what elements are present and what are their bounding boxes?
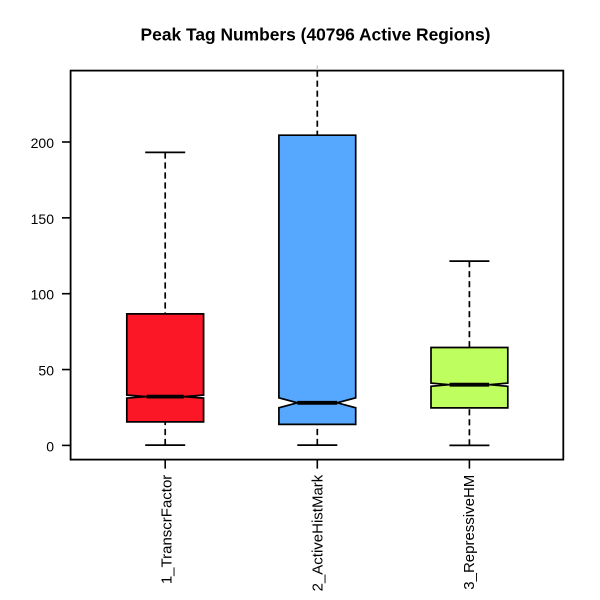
svg-text:200: 200 bbox=[31, 135, 55, 151]
svg-text:150: 150 bbox=[31, 211, 55, 227]
svg-text:2_ActiveHistMark: 2_ActiveHistMark bbox=[309, 474, 326, 591]
svg-text:Peak Tag Numbers (40796 Active: Peak Tag Numbers (40796 Active Regions) bbox=[141, 25, 491, 45]
svg-text:3_RepressiveHM: 3_RepressiveHM bbox=[461, 475, 478, 590]
svg-text:0: 0 bbox=[46, 438, 54, 454]
svg-text:1_TranscrFactor: 1_TranscrFactor bbox=[158, 475, 175, 584]
svg-text:100: 100 bbox=[31, 287, 55, 303]
svg-text:50: 50 bbox=[38, 363, 54, 379]
